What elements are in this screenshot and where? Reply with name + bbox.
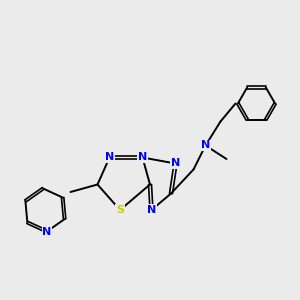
Text: N: N [42,226,52,236]
Text: N: N [105,152,114,163]
Text: N: N [147,205,156,215]
Text: S: S [116,205,124,215]
Text: N: N [138,152,147,163]
Text: N: N [201,140,210,151]
Text: N: N [171,158,180,169]
